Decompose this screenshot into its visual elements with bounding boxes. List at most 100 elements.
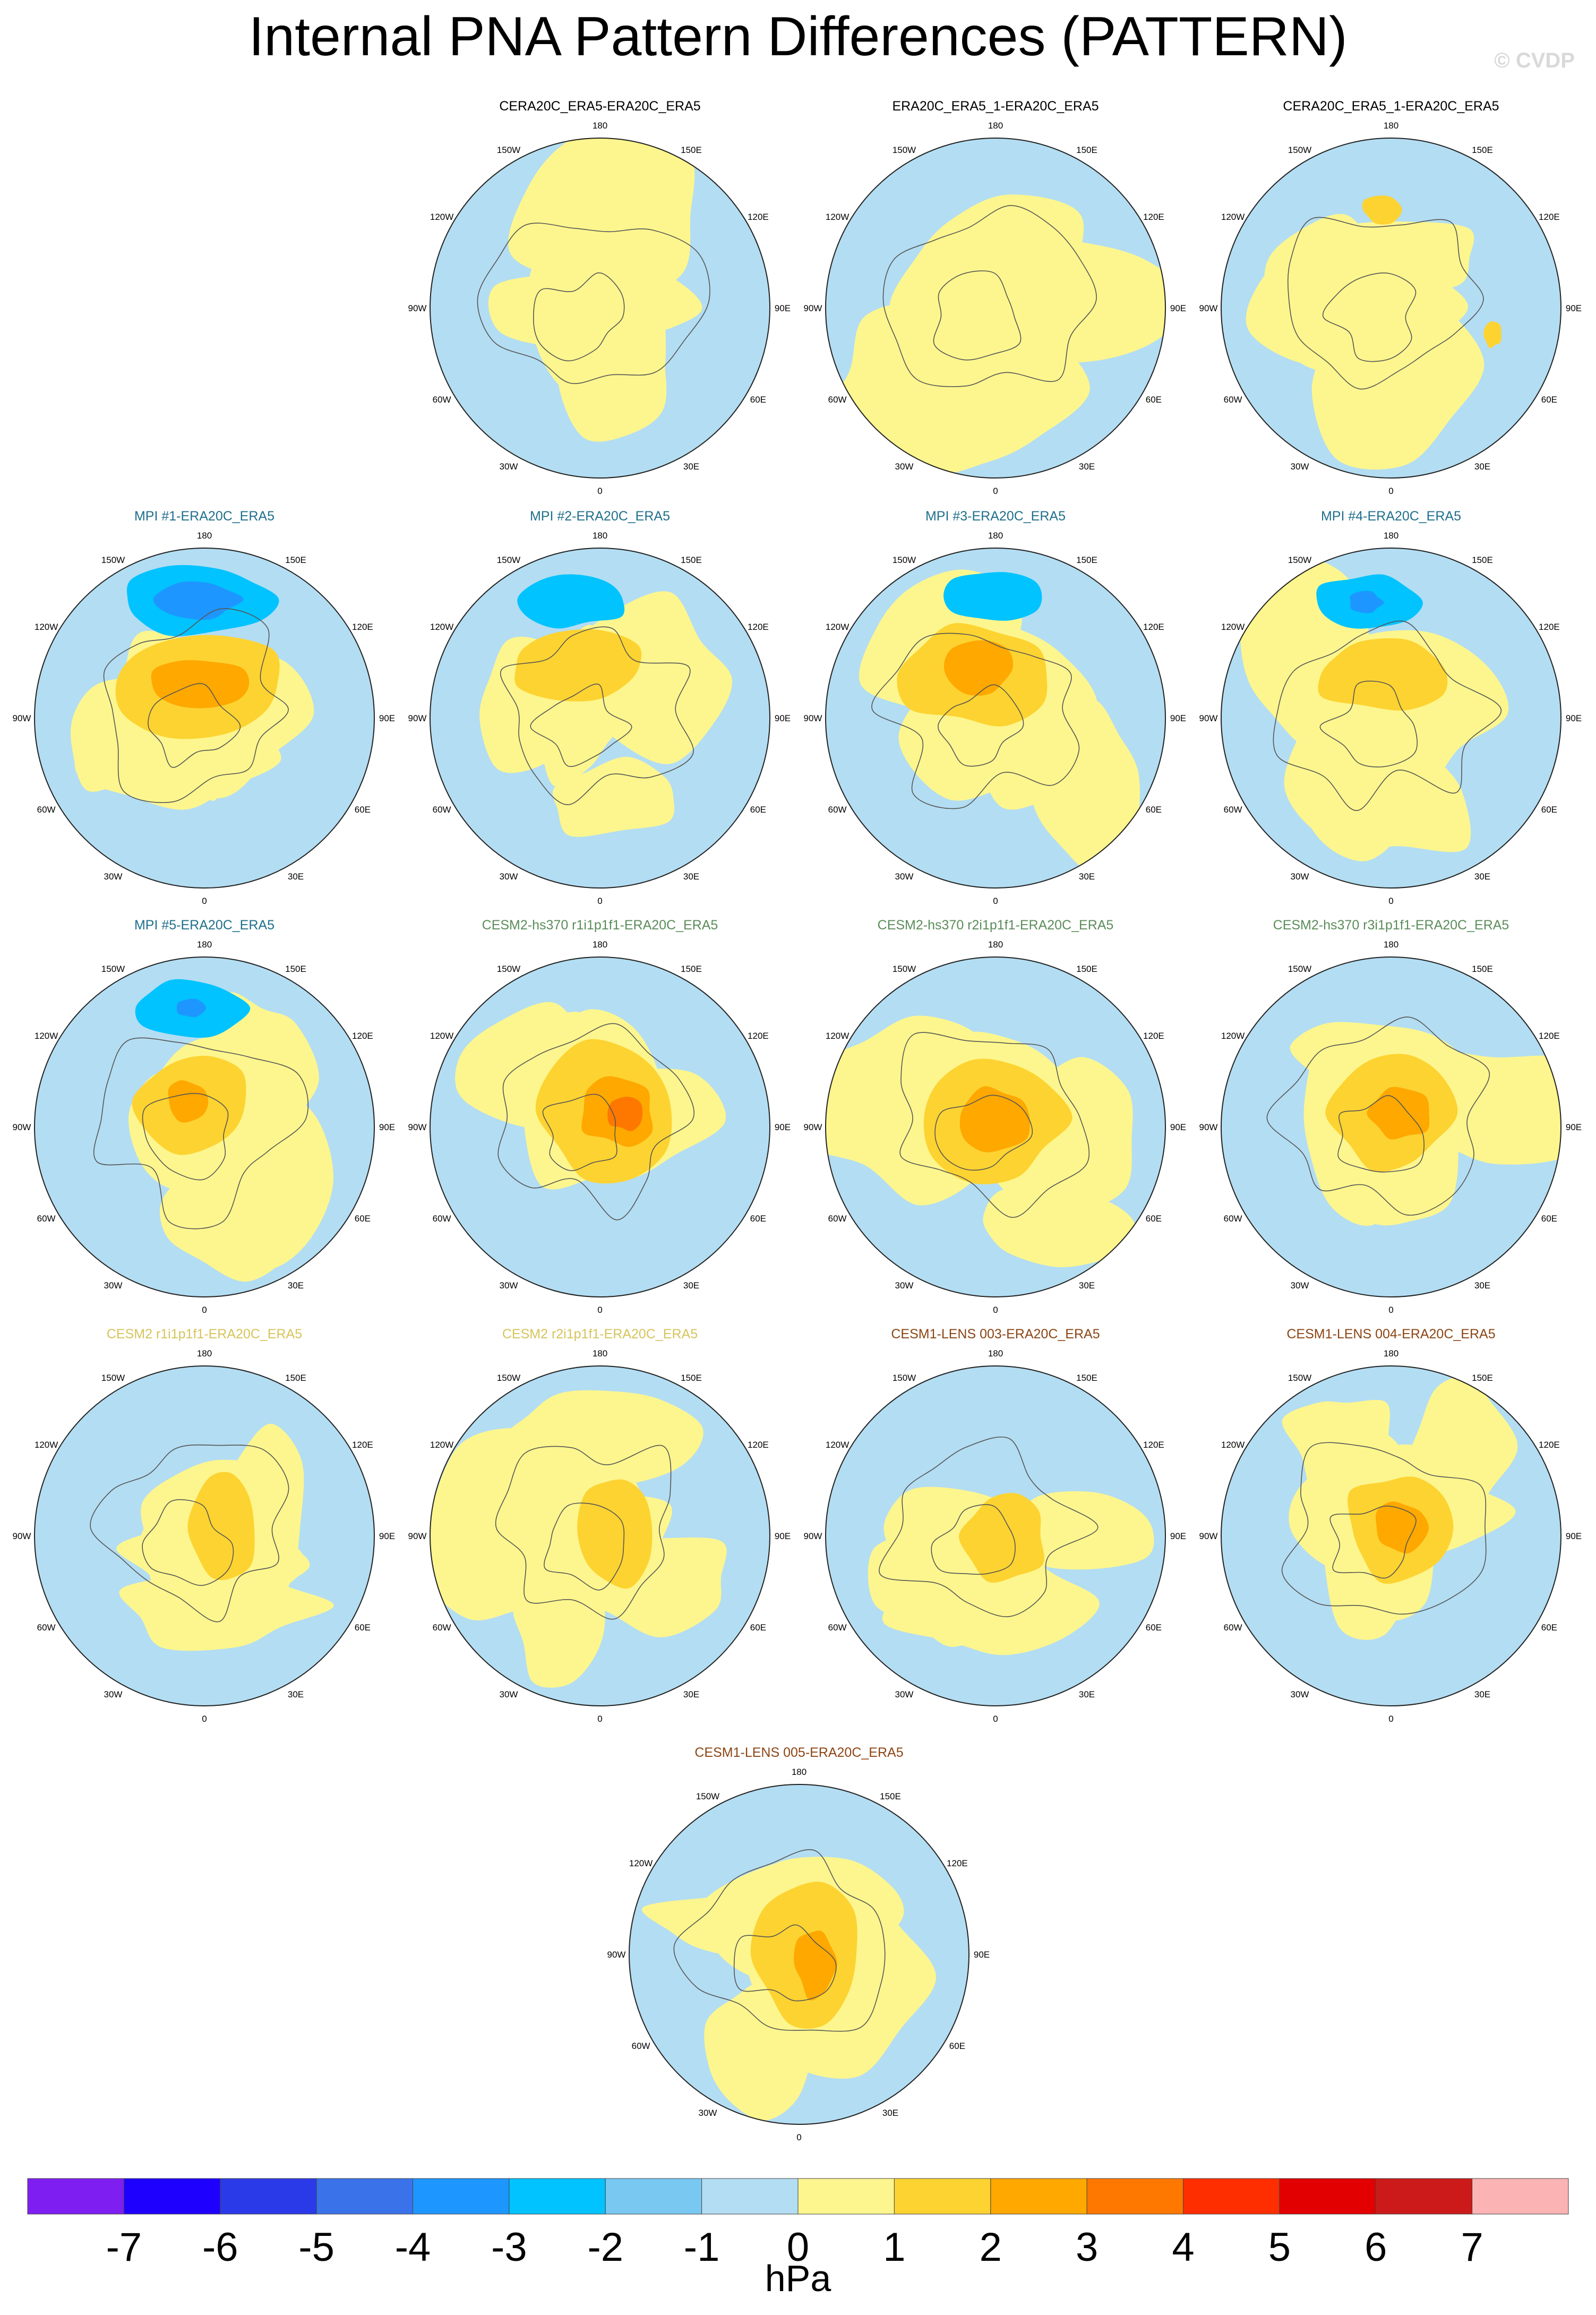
longitude-label: 30E: [1079, 872, 1095, 882]
panel-title: MPI #3-ERA20C_ERA5: [925, 509, 1066, 524]
longitude-label: 120E: [1143, 622, 1164, 632]
longitude-label: 150W: [1288, 964, 1311, 974]
longitude-label: 30E: [683, 462, 699, 472]
longitude-label: 90E: [379, 1122, 395, 1132]
longitude-label: 150W: [101, 1373, 125, 1383]
longitude-label: 60W: [1224, 805, 1242, 815]
longitude-label: 30W: [1291, 1280, 1309, 1291]
longitude-label: 150E: [1472, 1373, 1493, 1383]
longitude-label: 120W: [1221, 1031, 1245, 1041]
longitude-label: 30E: [288, 872, 304, 882]
longitude-label: 30W: [895, 1280, 914, 1291]
longitude-label: 90E: [1170, 303, 1186, 313]
longitude-label: 150W: [101, 964, 125, 974]
longitude-label: 60W: [433, 805, 451, 815]
longitude-label: 60E: [750, 1214, 766, 1224]
longitude-label: 60E: [750, 395, 766, 405]
longitude-label: 30W: [895, 872, 914, 882]
longitude-label: 150W: [497, 964, 520, 974]
longitude-label: 90E: [775, 303, 791, 313]
longitude-label: 30E: [1079, 462, 1095, 472]
longitude-label: 60W: [1224, 395, 1242, 405]
longitude-label: 30W: [500, 1280, 518, 1291]
longitude-label: 180: [593, 939, 607, 950]
longitude-label: 60W: [37, 1214, 56, 1224]
longitude-label: 120W: [629, 1858, 653, 1868]
anomaly-contour: [1350, 591, 1384, 613]
longitude-label: 90E: [1170, 1531, 1186, 1541]
longitude-label: 30W: [1291, 872, 1309, 882]
longitude-label: 150E: [285, 1373, 306, 1383]
longitude-label: 120W: [826, 622, 849, 632]
longitude-label: 120E: [1143, 212, 1164, 222]
longitude-label: 180: [197, 939, 212, 950]
longitude-label: 0: [597, 486, 602, 496]
longitude-label: 90W: [408, 713, 427, 723]
longitude-label: 150E: [1076, 964, 1097, 974]
panel-title: CESM1-LENS 005-ERA20C_ERA5: [694, 1745, 903, 1760]
longitude-label: 30E: [683, 1280, 699, 1291]
longitude-label: 90W: [607, 1950, 626, 1960]
longitude-label: 180: [1384, 939, 1398, 950]
longitude-label: 120W: [826, 1440, 849, 1450]
longitude-label: 0: [202, 896, 207, 906]
longitude-label: 90W: [408, 1122, 427, 1132]
longitude-label: 150E: [1076, 555, 1097, 565]
longitude-label: 30W: [500, 462, 518, 472]
anomaly-contour: [1318, 638, 1448, 711]
longitude-label: 0: [993, 896, 998, 906]
longitude-label: 90E: [379, 713, 395, 723]
longitude-label: 120E: [352, 1440, 373, 1450]
longitude-label: 90E: [1170, 1122, 1186, 1132]
colorbar-tick-label: 2: [980, 2225, 1002, 2270]
longitude-label: 60W: [828, 1214, 847, 1224]
longitude-label: 60E: [1146, 395, 1162, 405]
longitude-label: 150W: [893, 1373, 916, 1383]
anomaly-contour: [514, 629, 642, 702]
longitude-label: 180: [792, 1767, 806, 1777]
longitude-label: 0: [1388, 1305, 1393, 1315]
anomaly-contour: [794, 1930, 837, 2001]
longitude-label: 60E: [1541, 1214, 1557, 1224]
panel-title: CERA20C_ERA5-ERA20C_ERA5: [499, 99, 700, 114]
longitude-label: 60E: [355, 1214, 371, 1224]
longitude-label: 120E: [748, 622, 769, 632]
anomaly-contour: [153, 581, 244, 620]
panel-title: CESM1-LENS 003-ERA20C_ERA5: [891, 1327, 1100, 1342]
longitude-label: 120E: [947, 1858, 968, 1868]
longitude-label: 30W: [1291, 462, 1309, 472]
colorbar-bin: [123, 2178, 221, 2215]
longitude-label: 150W: [1288, 145, 1311, 155]
colorbar-bin: [1472, 2178, 1569, 2215]
longitude-label: 120W: [1221, 622, 1245, 632]
longitude-label: 120E: [748, 1031, 769, 1041]
colorbar-tick-label: -5: [298, 2225, 334, 2270]
longitude-label: 0: [993, 486, 998, 496]
longitude-label: 120E: [1539, 212, 1560, 222]
longitude-label: 180: [988, 939, 1003, 950]
longitude-label: 0: [1388, 896, 1393, 906]
longitude-label: 30W: [699, 2108, 717, 2118]
longitude-label: 0: [993, 1714, 998, 1724]
longitude-label: 30W: [104, 872, 123, 882]
longitude-label: 90W: [1199, 1122, 1218, 1132]
colorbar-bin: [1279, 2178, 1376, 2215]
colorbar-tick-label: 0: [787, 2225, 809, 2270]
map-panel: CERA20C_ERA5-ERA20C_ERA5 180 150E 120E 90E 60…: [408, 99, 791, 496]
map-panel: MPI #5-ERA20C_ERA5 180 150E 120E 90E 60E 30E 0 3…: [13, 918, 396, 1315]
longitude-label: 120W: [1221, 212, 1245, 222]
panel-title: MPI #1-ERA20C_ERA5: [134, 509, 274, 524]
panel-title: CESM2-hs370 r2i1p1f1-ERA20C_ERA5: [878, 918, 1114, 933]
longitude-label: 150W: [893, 555, 916, 565]
map-panel: CESM2-hs370 r2i1p1f1-ERA20C_ERA5 180 150E 1…: [804, 918, 1187, 1315]
longitude-label: 90W: [13, 1531, 31, 1541]
map-panel: CESM2 r2i1p1f1-ERA20C_ERA5 180 150E 120E 90E…: [408, 1327, 791, 1724]
longitude-label: 30W: [104, 1280, 123, 1291]
longitude-label: 150E: [1472, 964, 1493, 974]
anomaly-contour: [607, 1097, 643, 1131]
longitude-label: 90E: [974, 1950, 990, 1960]
longitude-label: 60E: [355, 1622, 371, 1633]
map-panel: CESM2-hs370 r1i1p1f1-ERA20C_ERA5 180 150E 1…: [408, 918, 791, 1315]
longitude-label: 120W: [1221, 1440, 1245, 1450]
anomaly-contour: [943, 572, 1042, 621]
